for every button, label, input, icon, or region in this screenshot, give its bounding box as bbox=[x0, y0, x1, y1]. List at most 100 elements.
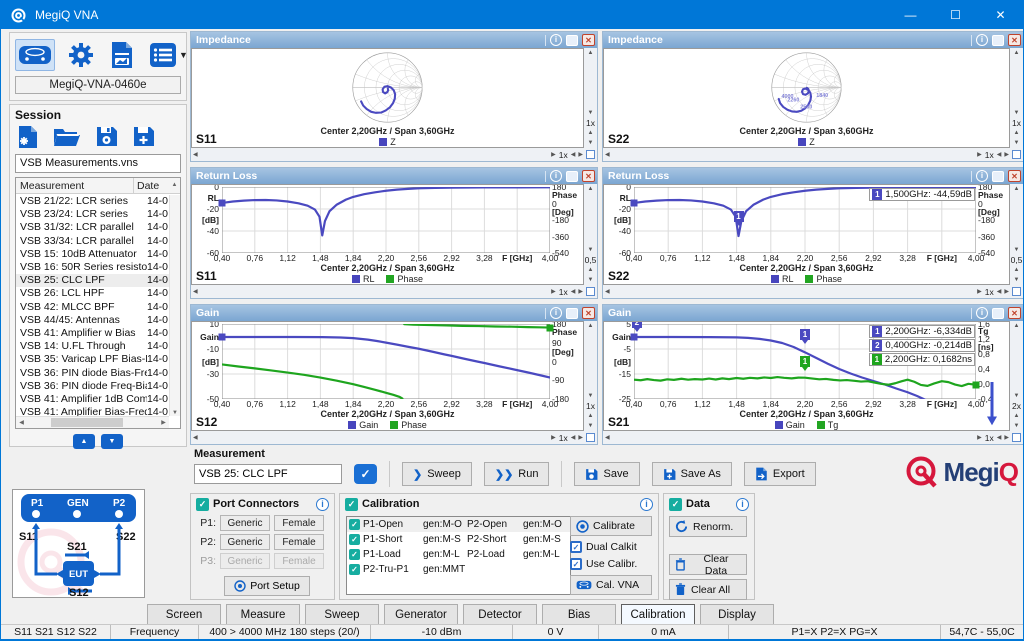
close-panel-icon[interactable]: ✕ bbox=[1008, 307, 1021, 319]
pan-left-icon[interactable]: ◀ bbox=[605, 435, 610, 441]
renorm-button[interactable]: Renorm. bbox=[669, 516, 747, 537]
pan-left-icon[interactable]: ◀ bbox=[605, 152, 610, 158]
plot-area[interactable] bbox=[218, 187, 550, 253]
maximize-panel-icon[interactable] bbox=[992, 170, 1004, 182]
chart-area[interactable]: 400022602560 1840 Center 2,20GHz / Span 3,… bbox=[603, 48, 1010, 148]
sweep-button[interactable]: ❯ Sweep bbox=[402, 462, 472, 486]
maximize-panel-icon[interactable] bbox=[566, 34, 578, 46]
pan-left-icon[interactable]: ◀ bbox=[605, 289, 610, 295]
save-as-button[interactable]: Save As bbox=[651, 462, 732, 486]
chart-area[interactable]: Center 2,20GHz / Span 3,60GHz Z S11 bbox=[191, 48, 584, 148]
scale-up-icon[interactable]: ▲ bbox=[587, 323, 594, 329]
plot-area[interactable]: 1 1 1,500GHz: -44,59dB bbox=[630, 187, 976, 253]
chart-area[interactable]: 0 RL -20 [dB] -40 -60 180 Phase 0 [Deg] -180 -360 -5… bbox=[603, 184, 1010, 285]
offset-up-icon[interactable]: ▲ bbox=[587, 130, 594, 136]
info-icon[interactable]: i bbox=[976, 307, 988, 319]
measurement-row[interactable]: VSB 16: 50R Series resistor 14-0 bbox=[20, 261, 169, 274]
scale-down-icon[interactable]: ▼ bbox=[1013, 393, 1020, 399]
maximize-button[interactable]: ☐ bbox=[950, 8, 961, 22]
measurement-row[interactable]: VSB 23/24: LCR series 14-0 bbox=[20, 208, 169, 221]
port-connectors-checkbox[interactable]: ✓ bbox=[196, 497, 209, 511]
scrollbar-thumb[interactable] bbox=[50, 417, 123, 427]
pan-left-icon[interactable]: ◀ bbox=[193, 152, 198, 158]
list-scroll-up-icon[interactable]: ▲ bbox=[171, 182, 178, 188]
calibration-row[interactable]: ✓ P1-Load gen:M-L P2-Load gen:M-L bbox=[347, 547, 570, 562]
offset-up-icon[interactable]: ▲ bbox=[1013, 130, 1020, 136]
close-panel-icon[interactable]: ✕ bbox=[582, 170, 595, 182]
scale-down-icon[interactable]: ▼ bbox=[1013, 110, 1020, 116]
scale-up-icon[interactable]: ▲ bbox=[587, 186, 594, 192]
scale-down-icon[interactable]: ▼ bbox=[587, 247, 594, 253]
measurement-row[interactable]: VSB 14: U.FL Through 14-0 bbox=[20, 340, 169, 353]
list-scroll-down-icon[interactable]: ▼ bbox=[172, 409, 178, 416]
panel-scroll-strip[interactable]: ◀ ▶ 1x ◀ ▶ bbox=[603, 431, 1023, 444]
calibration-row[interactable] bbox=[347, 577, 570, 592]
cal-item-checkbox[interactable]: ✓ bbox=[349, 519, 360, 530]
tab-screen[interactable]: Screen bbox=[147, 604, 221, 625]
dual-calkit-checkbox[interactable]: ✓ bbox=[570, 541, 582, 553]
panel-scale-strip[interactable]: ▲ ▼ 0,5 ▲ ▼ bbox=[584, 184, 597, 285]
offset-down-icon[interactable]: ▼ bbox=[587, 277, 594, 283]
panel-scale-strip[interactable]: ▲ ▼ 0,5 ▲ ▼ bbox=[1010, 184, 1023, 285]
maximize-panel-icon[interactable] bbox=[992, 307, 1004, 319]
hscale-left-icon[interactable]: ◀ bbox=[570, 152, 576, 158]
scale-down-icon[interactable]: ▼ bbox=[587, 393, 594, 399]
maximize-panel-icon[interactable] bbox=[992, 34, 1004, 46]
panel-option-checkbox[interactable] bbox=[1012, 150, 1021, 159]
scroll-right-icon[interactable]: ▶ bbox=[161, 419, 166, 426]
pan-right-icon[interactable]: ▶ bbox=[551, 152, 556, 158]
hscale-right-icon[interactable]: ▶ bbox=[578, 435, 583, 441]
tab-detector[interactable]: Detector bbox=[463, 604, 537, 625]
pan-right-icon[interactable]: ▶ bbox=[977, 152, 982, 158]
panel-option-checkbox[interactable] bbox=[1012, 287, 1021, 296]
pan-left-icon[interactable]: ◀ bbox=[193, 289, 198, 295]
clear-data-button[interactable]: Clear Data bbox=[669, 553, 747, 577]
port-setup-button[interactable]: Port Setup bbox=[224, 576, 310, 596]
measurement-row[interactable]: VSB 41: Amplifier Bias-Freq 14-0 bbox=[20, 406, 169, 416]
move-down-button[interactable]: ▼ bbox=[101, 433, 123, 449]
info-icon[interactable]: i bbox=[640, 497, 653, 511]
hscale-left-icon[interactable]: ◀ bbox=[570, 289, 576, 295]
measurement-row[interactable]: VSB 36: PIN diode Bias-Freq 14-0 bbox=[20, 366, 169, 379]
export-button[interactable]: Export bbox=[743, 462, 816, 486]
measurement-row[interactable]: VSB 31/32: LCR parallel 14-0 bbox=[20, 221, 169, 234]
panel-scroll-strip[interactable]: ◀ ▶ 1x ◀ ▶ bbox=[191, 431, 597, 444]
list-vertical-scrollbar[interactable]: ▼ bbox=[169, 194, 180, 416]
panel-titlebar[interactable]: Gain i ✕ bbox=[191, 305, 597, 321]
scale-up-icon[interactable]: ▲ bbox=[1013, 186, 1020, 192]
panel-titlebar[interactable]: Return Loss i ✕ bbox=[603, 168, 1023, 184]
panel-titlebar[interactable]: Return Loss i ✕ bbox=[191, 168, 597, 184]
chart-area[interactable]: 0 RL -20 [dB] -40 -60 180 Phase 0 [Deg] -180 -360 -5… bbox=[191, 184, 584, 285]
maximize-panel-icon[interactable] bbox=[566, 170, 578, 182]
offset-up-icon[interactable]: ▲ bbox=[1013, 413, 1020, 419]
dual-calkit-option[interactable]: ✓ Dual Calkit bbox=[570, 541, 652, 553]
cal-item-checkbox[interactable]: ✓ bbox=[349, 534, 360, 545]
minimize-button[interactable]: — bbox=[904, 8, 917, 22]
column-header-measurement[interactable]: Measurement bbox=[16, 177, 134, 193]
offset-up-icon[interactable]: ▲ bbox=[587, 413, 594, 419]
tab-bias[interactable]: Bias bbox=[542, 604, 616, 625]
smith-chart[interactable] bbox=[192, 50, 583, 125]
close-panel-icon[interactable]: ✕ bbox=[1008, 170, 1021, 182]
hscale-right-icon[interactable]: ▶ bbox=[1004, 289, 1009, 295]
data-checkbox[interactable]: ✓ bbox=[669, 497, 682, 511]
offset-down-icon[interactable]: ▼ bbox=[1013, 140, 1020, 146]
offset-down-icon[interactable]: ▼ bbox=[1013, 277, 1020, 283]
panel-option-checkbox[interactable] bbox=[586, 150, 595, 159]
plot-area[interactable] bbox=[218, 324, 554, 399]
hscale-right-icon[interactable]: ▶ bbox=[1004, 435, 1009, 441]
scale-up-icon[interactable]: ▲ bbox=[1013, 323, 1020, 329]
save-session-as-button[interactable] bbox=[132, 125, 155, 149]
pan-left-icon[interactable]: ◀ bbox=[193, 435, 198, 441]
clear-all-button[interactable]: Clear All bbox=[669, 579, 747, 600]
hscale-left-icon[interactable]: ◀ bbox=[996, 152, 1002, 158]
maximize-panel-icon[interactable] bbox=[566, 307, 578, 319]
measurement-row[interactable]: VSB 41: Amplifier 1dB Comp 14-0 bbox=[20, 392, 169, 405]
scroll-left-icon[interactable]: ◀ bbox=[19, 419, 24, 426]
panel-scroll-strip[interactable]: ◀ ▶ 1x ◀ ▶ bbox=[191, 285, 597, 298]
offset-down-icon[interactable]: ▼ bbox=[587, 140, 594, 146]
calibration-row[interactable]: ✓ P1-Open gen:M-O P2-Open gen:M-O bbox=[347, 517, 570, 532]
panel-option-checkbox[interactable] bbox=[586, 433, 595, 442]
panel-option-checkbox[interactable] bbox=[1012, 433, 1021, 442]
